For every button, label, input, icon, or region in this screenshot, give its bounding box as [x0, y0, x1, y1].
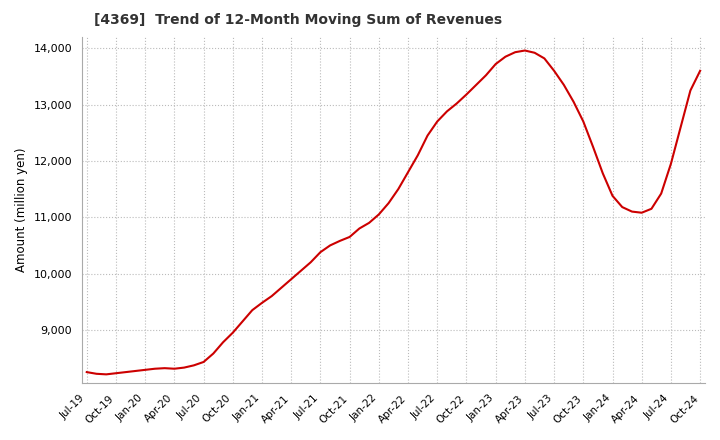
- Y-axis label: Amount (million yen): Amount (million yen): [15, 148, 28, 272]
- Text: [4369]  Trend of 12-Month Moving Sum of Revenues: [4369] Trend of 12-Month Moving Sum of R…: [94, 13, 502, 27]
